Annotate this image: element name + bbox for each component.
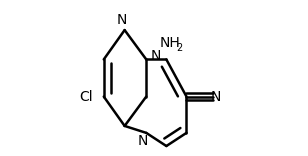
Text: N: N [117,13,128,27]
Text: N: N [150,49,161,63]
Text: N: N [137,134,148,148]
Text: 2: 2 [176,43,183,53]
Text: NH: NH [160,36,180,50]
Text: Cl: Cl [79,90,93,104]
Text: N: N [211,90,221,104]
